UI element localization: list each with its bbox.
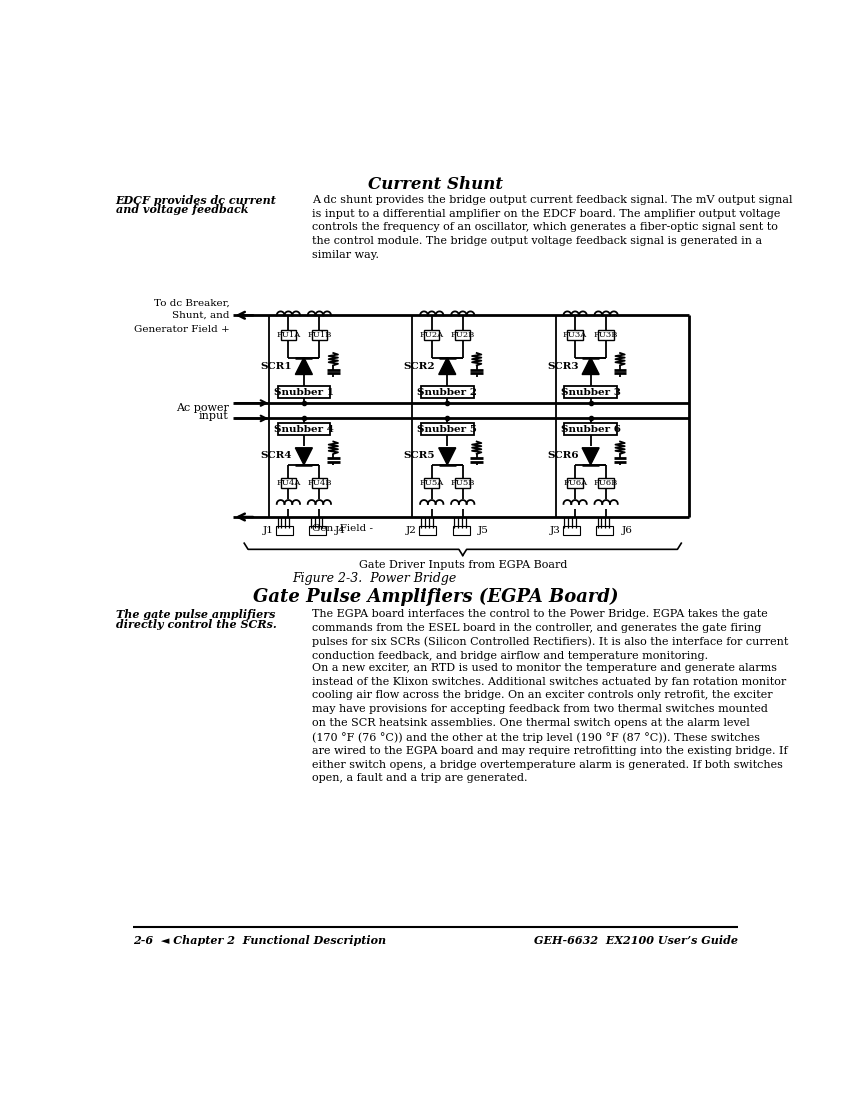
Polygon shape xyxy=(295,448,313,464)
Bar xyxy=(453,526,470,536)
Text: Figure 2-3.  Power Bridge: Figure 2-3. Power Bridge xyxy=(292,572,456,585)
Text: FU2A: FU2A xyxy=(420,331,444,339)
Text: directly control the SCRs.: directly control the SCRs. xyxy=(116,618,276,629)
Text: The EGPA board interfaces the control to the Power Bridge. EGPA takes the gate
c: The EGPA board interfaces the control to… xyxy=(312,609,788,661)
Text: FU1A: FU1A xyxy=(276,331,301,339)
Bar xyxy=(564,386,617,398)
Bar xyxy=(276,526,293,536)
Text: SCR6: SCR6 xyxy=(547,451,579,460)
Text: FU5A: FU5A xyxy=(420,480,444,487)
Text: J1: J1 xyxy=(263,526,274,535)
Bar xyxy=(280,478,296,488)
Bar xyxy=(280,330,296,340)
Text: A dc shunt provides the bridge output current feedback signal. The mV output sig: A dc shunt provides the bridge output cu… xyxy=(312,195,792,260)
Text: Snubber 4: Snubber 4 xyxy=(274,425,334,433)
Text: J5: J5 xyxy=(479,526,489,535)
Text: SCR2: SCR2 xyxy=(404,362,435,372)
Text: Shunt, and: Shunt, and xyxy=(172,311,230,320)
Text: GEH-6632  EX2100 User’s Guide: GEH-6632 EX2100 User’s Guide xyxy=(534,935,738,946)
Text: FU6A: FU6A xyxy=(563,480,587,487)
Bar xyxy=(596,526,613,536)
Bar xyxy=(312,330,327,340)
Bar xyxy=(421,386,473,398)
Text: On a new exciter, an RTD is used to monitor the temperature and generate alarms
: On a new exciter, an RTD is used to moni… xyxy=(312,663,787,783)
Bar xyxy=(455,478,471,488)
Polygon shape xyxy=(295,358,313,374)
Bar xyxy=(309,526,326,536)
Bar xyxy=(424,330,439,340)
Text: SCR5: SCR5 xyxy=(404,451,435,460)
Text: Snubber 6: Snubber 6 xyxy=(561,425,620,433)
Bar xyxy=(568,330,583,340)
Bar xyxy=(568,478,583,488)
Bar xyxy=(277,424,330,436)
Text: J3: J3 xyxy=(549,526,560,535)
Text: and voltage feedback: and voltage feedback xyxy=(116,205,248,216)
Text: SCR1: SCR1 xyxy=(260,362,292,372)
Text: Snubber 2: Snubber 2 xyxy=(417,388,477,397)
Text: 2-6  ◄ Chapter 2  Functional Description: 2-6 ◄ Chapter 2 Functional Description xyxy=(133,935,387,946)
Text: Generator Field +: Generator Field + xyxy=(133,324,230,333)
Polygon shape xyxy=(582,448,599,464)
Text: To dc Breaker,: To dc Breaker, xyxy=(154,298,230,308)
Text: Gate Pulse Amplifiers (EGPA Board): Gate Pulse Amplifiers (EGPA Board) xyxy=(252,587,618,606)
Bar xyxy=(563,526,580,536)
Text: Snubber 3: Snubber 3 xyxy=(561,388,620,397)
Bar xyxy=(455,330,471,340)
Text: J2: J2 xyxy=(406,526,417,535)
Bar xyxy=(421,424,473,436)
Text: J4: J4 xyxy=(335,526,346,535)
Bar xyxy=(277,386,330,398)
Text: Ac power: Ac power xyxy=(176,403,229,412)
Text: FU1B: FU1B xyxy=(307,331,332,339)
Bar xyxy=(564,424,617,436)
Bar xyxy=(598,478,614,488)
Text: Current Shunt: Current Shunt xyxy=(368,176,503,192)
Text: FU6B: FU6B xyxy=(594,480,618,487)
Text: The gate pulse amplifiers: The gate pulse amplifiers xyxy=(116,609,275,620)
Text: SCR4: SCR4 xyxy=(260,451,292,460)
Text: Gate Driver Inputs from EGPA Board: Gate Driver Inputs from EGPA Board xyxy=(359,560,567,570)
Polygon shape xyxy=(582,358,599,374)
Text: Gen. Field -: Gen. Field - xyxy=(312,524,372,534)
Text: FU3B: FU3B xyxy=(594,331,618,339)
Bar xyxy=(312,478,327,488)
Text: input: input xyxy=(199,411,229,421)
Polygon shape xyxy=(439,448,456,464)
Bar xyxy=(424,478,439,488)
Text: FU3A: FU3A xyxy=(563,331,587,339)
Polygon shape xyxy=(439,358,456,374)
Text: J6: J6 xyxy=(621,526,632,535)
Text: FU4B: FU4B xyxy=(307,480,332,487)
Bar xyxy=(598,330,614,340)
Text: FU2B: FU2B xyxy=(450,331,475,339)
Text: Snubber 5: Snubber 5 xyxy=(417,425,477,433)
Text: EDCF provides dc current: EDCF provides dc current xyxy=(116,195,276,206)
Text: Snubber 1: Snubber 1 xyxy=(274,388,334,397)
Text: FU4A: FU4A xyxy=(276,480,301,487)
Bar xyxy=(419,526,436,536)
Text: FU5B: FU5B xyxy=(450,480,475,487)
Text: SCR3: SCR3 xyxy=(547,362,579,372)
